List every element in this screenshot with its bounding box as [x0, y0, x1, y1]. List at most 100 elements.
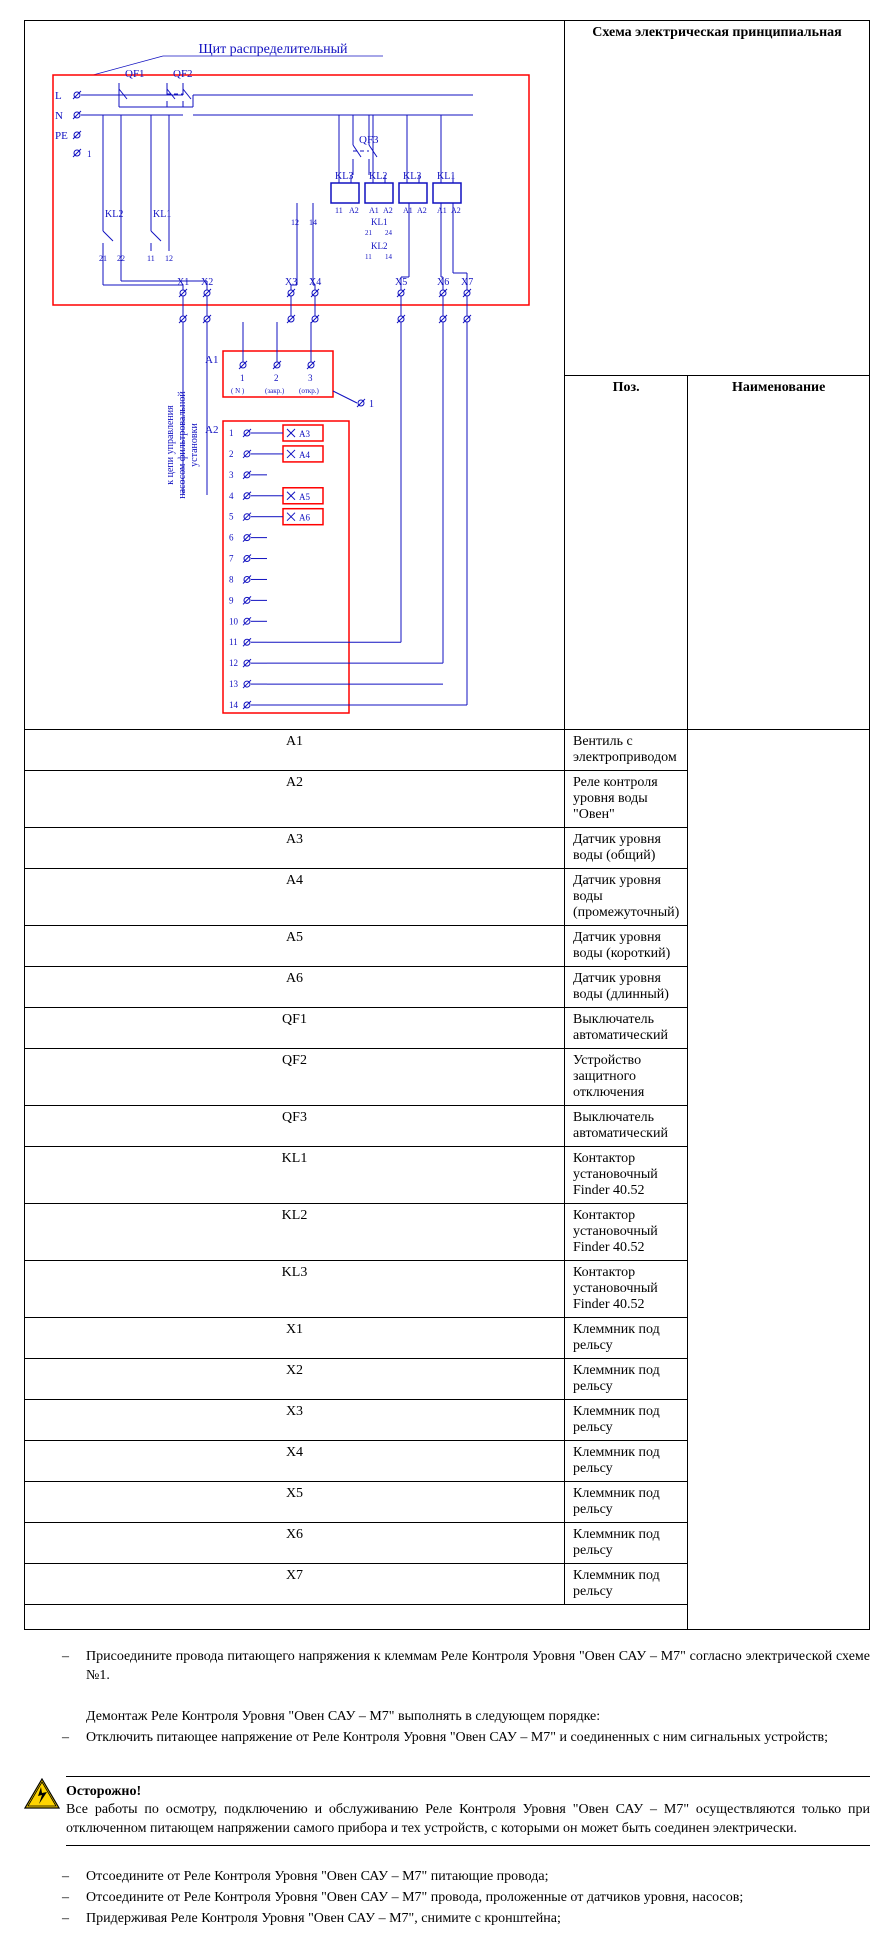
legend-name: Контактор установочный Finder 40.52 — [565, 1147, 688, 1204]
warning-title: Осторожно! — [66, 1784, 141, 1799]
svg-text:12: 12 — [291, 218, 299, 227]
svg-text:A1: A1 — [205, 354, 218, 366]
legend-name: Выключатель автоматический — [565, 1106, 688, 1147]
svg-text:11: 11 — [365, 253, 372, 261]
legend-pos: X4 — [25, 1441, 565, 1482]
svg-text:A2: A2 — [451, 206, 461, 215]
svg-text:(закр.): (закр.) — [265, 387, 285, 395]
legend-pos: X1 — [25, 1318, 565, 1359]
svg-text:QF2: QF2 — [173, 68, 193, 80]
legend-row: X3Клеммник под рельсу — [25, 1400, 870, 1441]
legend-row: A4Датчик уровня воды (промежуточный) — [25, 869, 870, 926]
legend-pos: KL1 — [25, 1147, 565, 1204]
svg-text:PE: PE — [55, 130, 68, 142]
svg-text:24: 24 — [385, 229, 393, 237]
legend-name: Клеммник под рельсу — [565, 1441, 688, 1482]
legend-name: Датчик уровня воды (промежуточный) — [565, 869, 688, 926]
svg-text:к цепи управления: к цепи управления — [165, 405, 176, 485]
legend-row: KL1Контактор установочный Finder 40.52 — [25, 1147, 870, 1204]
svg-text:5: 5 — [229, 512, 234, 522]
legend-row: QF2Устройство защитного отключения — [25, 1049, 870, 1106]
svg-text:11: 11 — [335, 206, 343, 215]
svg-text:установки: установки — [189, 423, 200, 467]
svg-text:(откр.): (откр.) — [299, 387, 319, 395]
svg-text:13: 13 — [229, 679, 239, 689]
legend-pos: A1 — [25, 730, 565, 771]
legend-row: A6Датчик уровня воды (длинный) — [25, 967, 870, 1008]
svg-text:4: 4 — [229, 491, 234, 501]
svg-text:14: 14 — [385, 253, 393, 261]
legend-pos: QF3 — [25, 1106, 565, 1147]
schematic-cell: Щит распределительныйLNPE1QF1QF2QF3KL311… — [25, 21, 565, 730]
svg-text:Щит распределительный: Щит распределительный — [198, 42, 348, 57]
legend-pos: KL3 — [25, 1261, 565, 1318]
svg-text:9: 9 — [229, 595, 234, 605]
legend-header-name: Наименование — [688, 375, 870, 730]
legend-pos: A5 — [25, 926, 565, 967]
svg-text:14: 14 — [229, 700, 239, 710]
paragraph-intro: Демонтаж Реле Контроля Уровня "Овен САУ … — [86, 1708, 870, 1727]
svg-text:A2: A2 — [383, 206, 393, 215]
svg-text:12: 12 — [165, 254, 173, 263]
electrical-schematic: Щит распределительныйLNPE1QF1QF2QF3KL311… — [33, 25, 553, 725]
svg-text:A2: A2 — [417, 206, 427, 215]
svg-text:10: 10 — [229, 616, 239, 626]
legend-row: QF3Выключатель автоматический — [25, 1106, 870, 1147]
svg-text:8: 8 — [229, 574, 234, 584]
bullet-text: Отключить питающее напряжение от Реле Ко… — [86, 1729, 870, 1748]
svg-text:A2: A2 — [205, 424, 218, 436]
legend-pos: QF2 — [25, 1049, 565, 1106]
svg-text:KL1: KL1 — [371, 217, 388, 227]
legend-name: Клеммник под рельсу — [565, 1359, 688, 1400]
legend-pos: A6 — [25, 967, 565, 1008]
legend-pos: KL2 — [25, 1204, 565, 1261]
legend-pos: QF1 — [25, 1008, 565, 1049]
legend-name: Вентиль с электроприводом — [565, 730, 688, 771]
legend-header-pos: Поз. — [565, 375, 688, 730]
svg-text:6: 6 — [229, 533, 234, 543]
svg-text:( N ): ( N ) — [231, 387, 245, 395]
legend-row: A5Датчик уровня воды (короткий) — [25, 926, 870, 967]
warning-icon — [24, 1776, 66, 1817]
bullet-dash: – — [62, 1729, 86, 1748]
legend-name: Клеммник под рельсу — [565, 1482, 688, 1523]
bullet-item: – Присоедините провода питающего напряже… — [62, 1648, 870, 1686]
legend-name: Датчик уровня воды (короткий) — [565, 926, 688, 967]
svg-text:11: 11 — [147, 254, 155, 263]
svg-text:L: L — [55, 90, 62, 102]
legend-name: Датчик уровня воды (длинный) — [565, 967, 688, 1008]
legend-row: KL2Контактор установочный Finder 40.52 — [25, 1204, 870, 1261]
warning-text: Осторожно! Все работы по осмотру, подклю… — [66, 1776, 870, 1847]
svg-text:7: 7 — [229, 554, 234, 564]
legend-pos: X5 — [25, 1482, 565, 1523]
svg-text:1: 1 — [229, 428, 234, 438]
legend-name: Клеммник под рельсу — [565, 1564, 688, 1605]
svg-text:A1: A1 — [369, 206, 379, 215]
legend-row: KL3Контактор установочный Finder 40.52 — [25, 1261, 870, 1318]
warning-body: Все работы по осмотру, подключению и обс… — [66, 1802, 870, 1836]
legend-name: Контактор установочный Finder 40.52 — [565, 1204, 688, 1261]
bullet-item: – Отключить питающее напряжение от Реле … — [62, 1729, 870, 1748]
svg-text:A5: A5 — [299, 492, 310, 502]
legend-row: X4Клеммник под рельсу — [25, 1441, 870, 1482]
legend-pos: X3 — [25, 1400, 565, 1441]
legend-row: A1Вентиль с электроприводом — [25, 730, 870, 771]
svg-text:A6: A6 — [299, 513, 310, 523]
svg-text:2: 2 — [229, 449, 234, 459]
svg-text:KL2: KL2 — [371, 241, 388, 251]
svg-text:N: N — [55, 110, 63, 122]
svg-text:A1: A1 — [437, 206, 447, 215]
bullet-text: Придерживая Реле Контроля Уровня "Овен С… — [86, 1910, 870, 1929]
svg-text:1: 1 — [87, 149, 92, 159]
svg-text:3: 3 — [308, 373, 313, 383]
bullet-dash: – — [62, 1889, 86, 1908]
svg-text:1: 1 — [240, 373, 245, 383]
svg-text:2: 2 — [274, 373, 279, 383]
bullet-text: Присоедините провода питающего напряжени… — [86, 1648, 870, 1686]
bullet-text: Отсоедините от Реле Контроля Уровня "Ове… — [86, 1868, 870, 1887]
schematic-title: Схема электрическая принципиальная — [565, 21, 870, 376]
legend-name: Реле контроля уровня воды "Овен" — [565, 771, 688, 828]
legend-name: Клеммник под рельсу — [565, 1318, 688, 1359]
bullet-item: –Придерживая Реле Контроля Уровня "Овен … — [62, 1910, 870, 1929]
legend-pos: A2 — [25, 771, 565, 828]
